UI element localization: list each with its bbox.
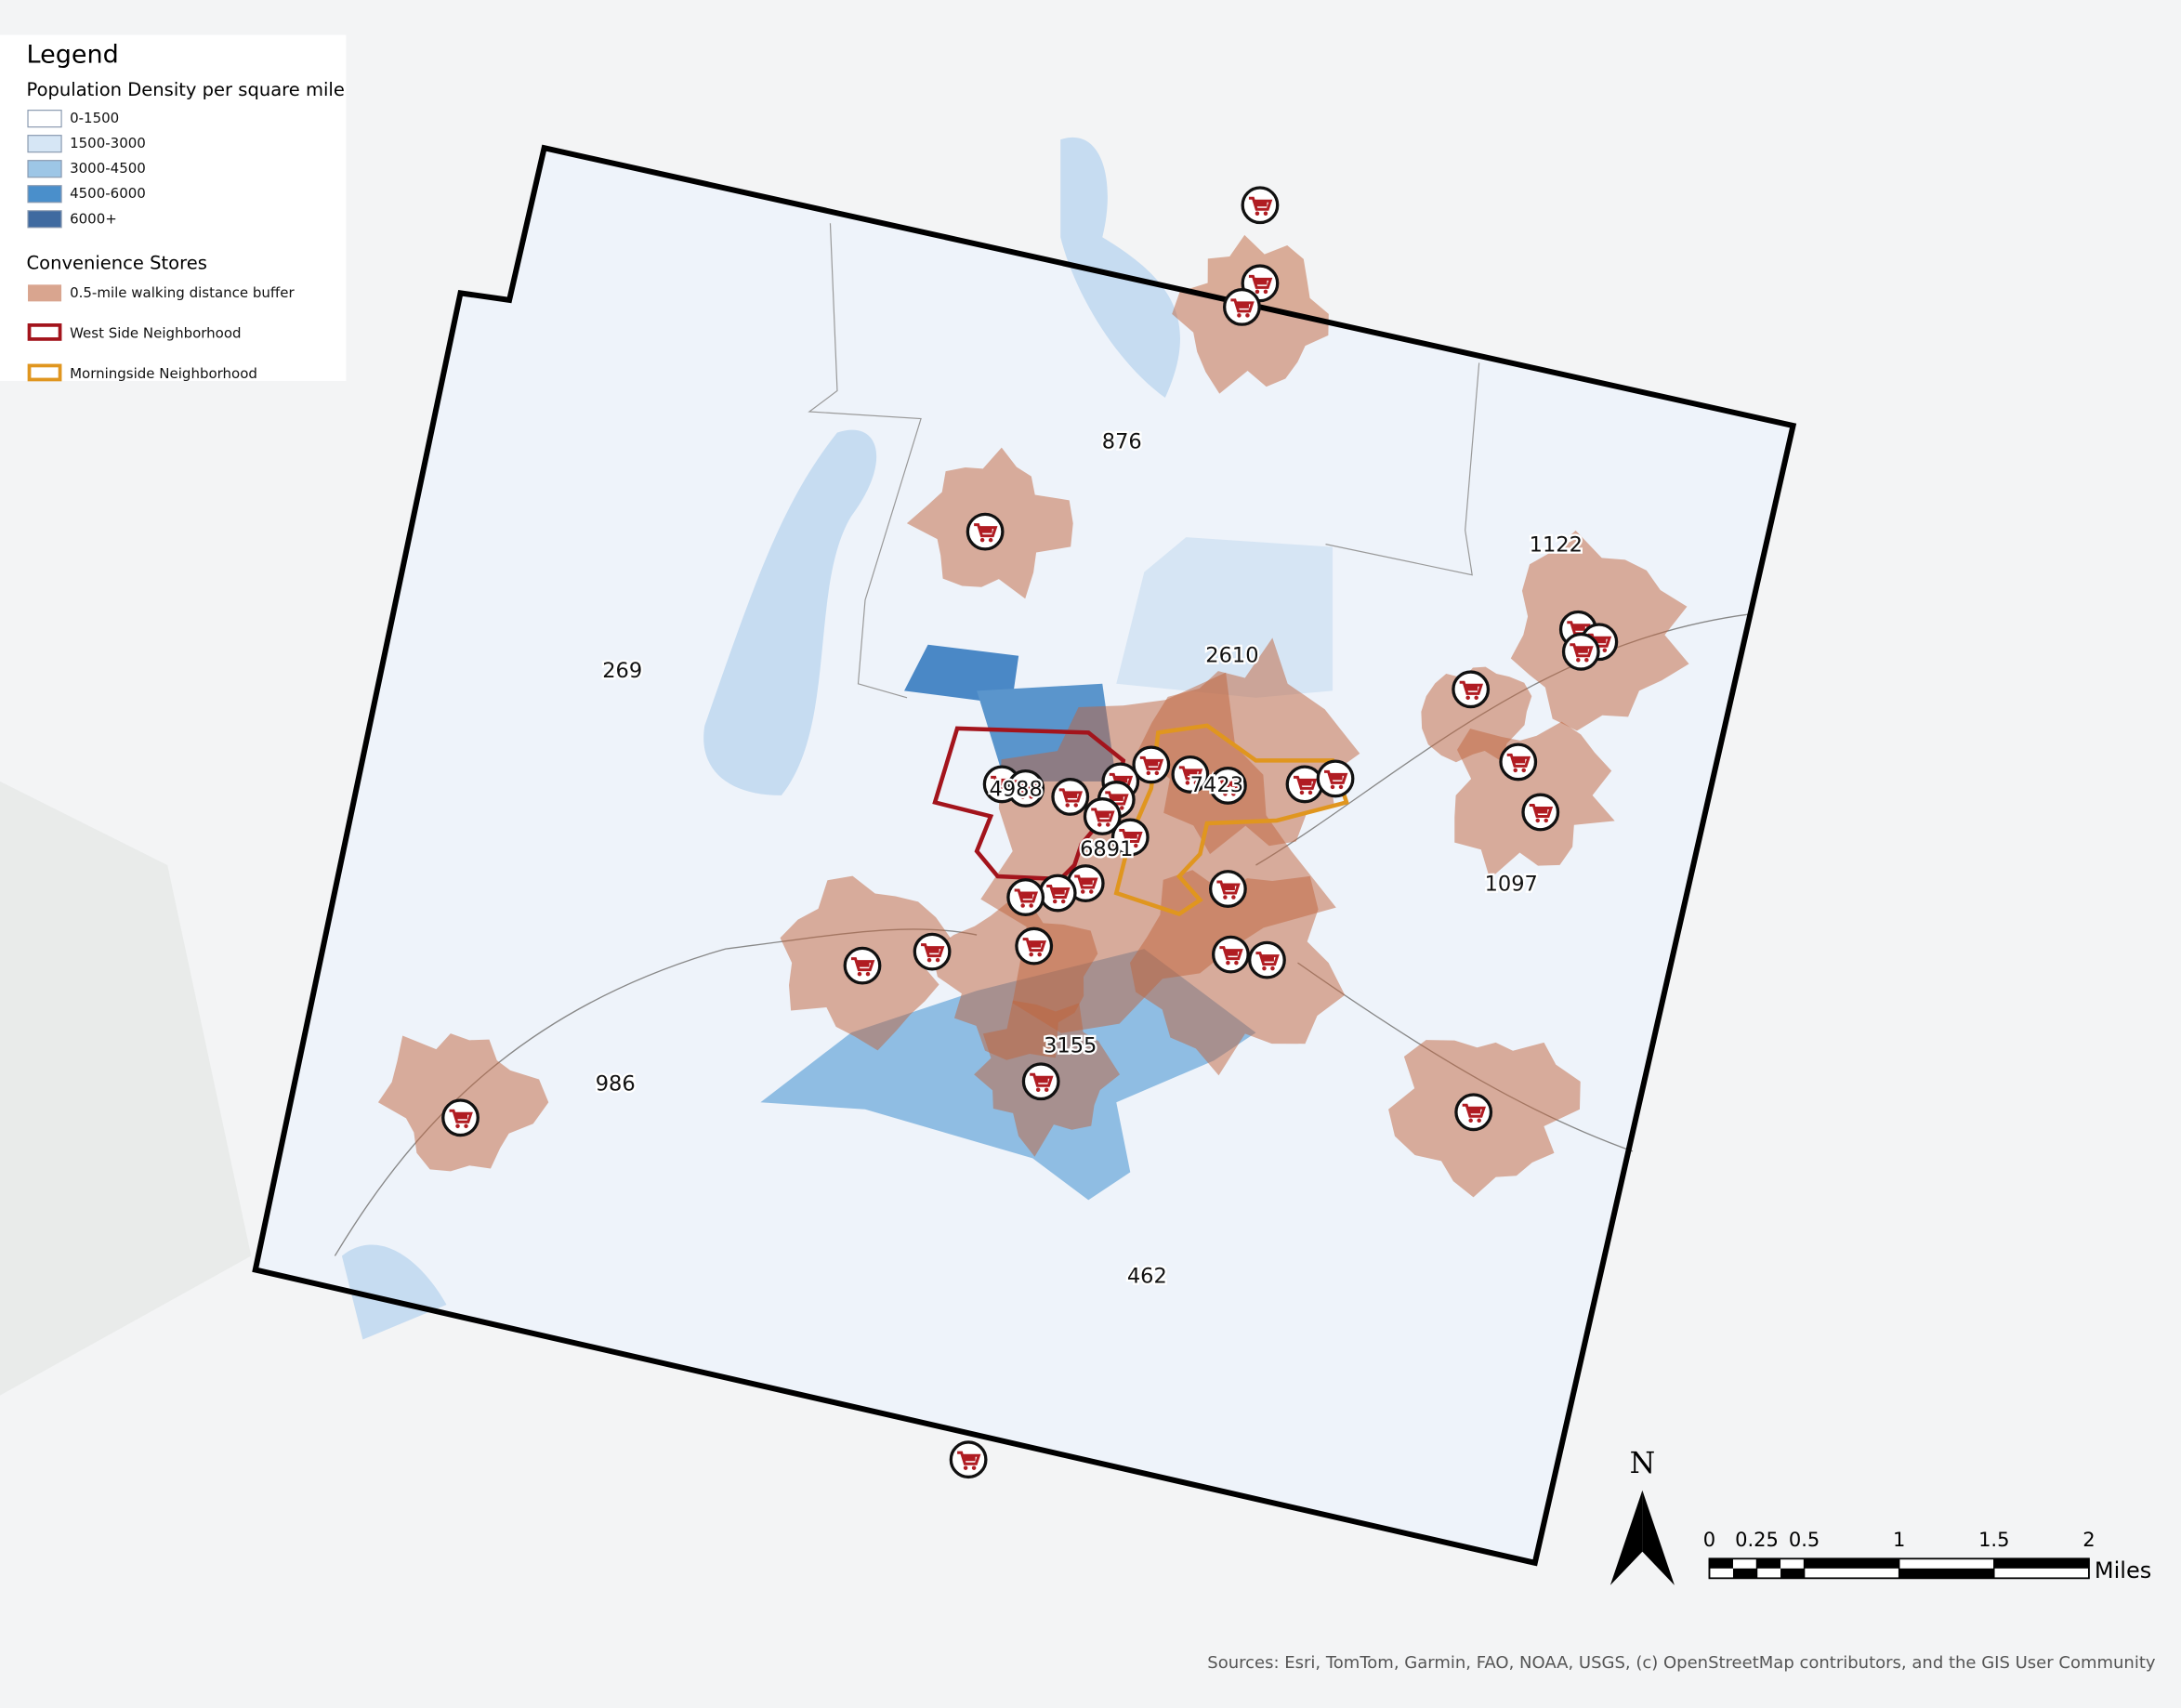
legend-label: 0.5-mile walking distance buffer — [70, 284, 295, 301]
legend: Legend Population Density per square mil… — [0, 34, 347, 382]
store-icon — [1208, 870, 1247, 908]
legend-heading: Population Density per square mile — [27, 79, 345, 100]
scale-segment — [1756, 1558, 1781, 1569]
scale-segment — [1709, 1558, 1733, 1569]
legend-label: 3000-4500 — [70, 160, 146, 177]
store-icon — [966, 512, 1005, 551]
store-icon — [949, 1440, 988, 1479]
legend-label: West Side Neighborhood — [70, 324, 241, 341]
store-icon — [1285, 765, 1324, 804]
density-label: 3155 — [1044, 1034, 1097, 1058]
legend-swatch — [27, 323, 62, 341]
north-arrow: N — [1609, 1447, 1675, 1585]
store-icon — [913, 932, 952, 971]
lake — [1060, 137, 1180, 398]
scale-segment — [1899, 1568, 1994, 1579]
store-icon — [1248, 940, 1286, 979]
store-icon — [1561, 632, 1600, 671]
store-icon — [1499, 742, 1538, 782]
scale-label: 0.5 — [1789, 1528, 1820, 1551]
north-arrow-shape — [1609, 1490, 1643, 1585]
density-label: 7423 — [1190, 773, 1243, 797]
north-label: N — [1630, 1447, 1656, 1480]
morningside-outline — [1113, 723, 1349, 917]
legend-swatch — [27, 160, 62, 178]
density-label: 462 — [1127, 1264, 1167, 1288]
scale-segment — [1804, 1558, 1899, 1569]
scale-segment — [1780, 1568, 1805, 1579]
density-label: 269 — [602, 659, 642, 683]
tract-boundary — [808, 223, 1480, 699]
density-label: 2610 — [1205, 643, 1258, 667]
store-icon — [1454, 1093, 1493, 1132]
scale-label: 2 — [2082, 1528, 2095, 1551]
legend-title: Legend — [27, 41, 119, 70]
store-icon — [843, 946, 882, 985]
store-icon — [1452, 670, 1491, 709]
legend-label: Morningside Neighborhood — [70, 365, 257, 382]
legend-label: 4500-6000 — [70, 185, 146, 202]
scale-label: 0.25 — [1735, 1528, 1779, 1551]
density-label: 1097 — [1485, 873, 1538, 897]
scale-label: 0 — [1703, 1528, 1715, 1551]
store-icon — [1223, 287, 1261, 326]
legend-swatch — [27, 135, 62, 153]
store-icon — [1038, 874, 1077, 913]
legend-swatch — [27, 185, 62, 204]
neighborhoods — [932, 723, 1349, 917]
store-icon — [441, 1098, 480, 1137]
density-label: 6891 — [1080, 837, 1133, 861]
legend-label: 6000+ — [70, 210, 117, 227]
store-icon — [1132, 745, 1171, 784]
legend-heading: Convenience Stores — [27, 252, 207, 273]
legend-label: 0-1500 — [70, 110, 119, 126]
scale-segment — [1732, 1568, 1757, 1579]
store-icon — [1316, 759, 1355, 798]
walking-buffer — [1129, 870, 1346, 1076]
legend-label: 1500-3000 — [70, 135, 146, 151]
legend-swatch — [28, 284, 62, 302]
store-icon — [1021, 1062, 1060, 1101]
legend-swatch — [27, 210, 62, 229]
sources: Sources: Esri, TomTom, Garmin, FAO, NOAA… — [1207, 1653, 2156, 1673]
store-icon — [1006, 878, 1045, 916]
density-label: 1122 — [1530, 533, 1583, 558]
lake — [703, 429, 877, 795]
legend-box — [0, 34, 347, 381]
density-label: 4988 — [990, 777, 1043, 801]
basemap-terrain — [0, 781, 252, 1396]
store-icon — [1211, 935, 1250, 974]
legend-swatch — [27, 363, 62, 382]
map-labels: 876 1122 269 2610 4988 7423 6891 1097 986 3155 462 — [593, 427, 1584, 1290]
store-icon — [1015, 926, 1054, 966]
store-icon — [1051, 778, 1090, 816]
study-area-border — [252, 144, 1797, 1567]
scale-label: 1 — [1893, 1528, 1905, 1551]
store-icon — [1241, 186, 1280, 225]
store-icon — [1521, 793, 1560, 832]
density-label: 986 — [596, 1071, 636, 1096]
west-side-outline — [932, 726, 1126, 882]
scale-segment — [1993, 1558, 2089, 1569]
scale-unit: Miles — [2095, 1557, 2151, 1583]
legend-swatch — [27, 110, 62, 128]
density-label: 876 — [1102, 430, 1142, 454]
north-arrow-shape — [1642, 1490, 1675, 1585]
lake — [341, 1244, 447, 1340]
density-4500-6000 — [904, 644, 1019, 705]
scale-label: 1.5 — [1978, 1528, 2009, 1551]
walking-buffer — [931, 901, 1098, 1060]
